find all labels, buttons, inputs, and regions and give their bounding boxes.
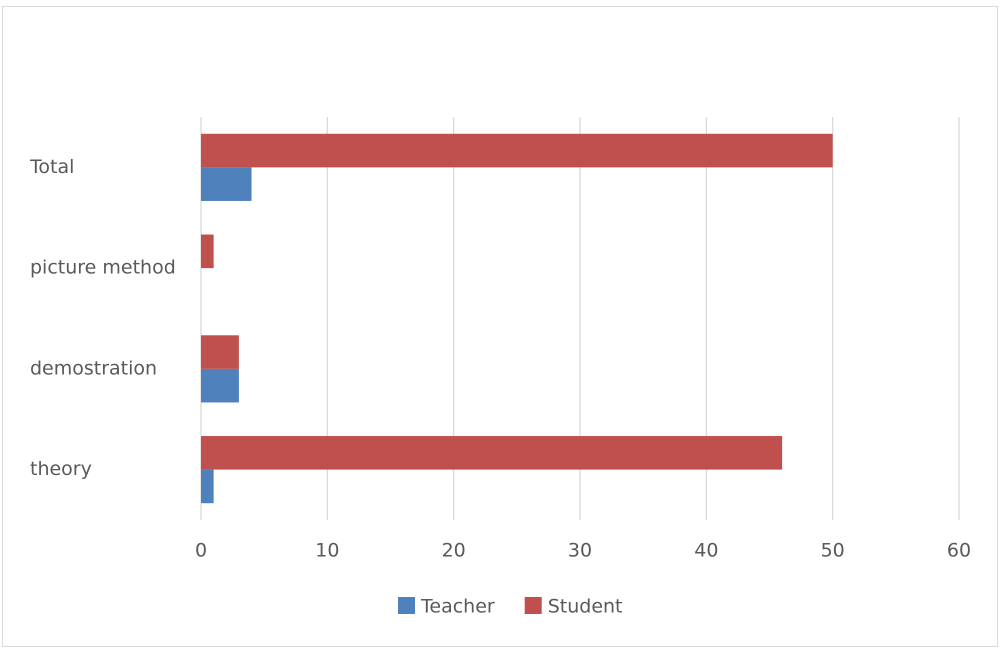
x-tick-label: 0 bbox=[195, 540, 207, 562]
bar bbox=[201, 234, 214, 269]
legend-label: Teacher bbox=[420, 596, 495, 618]
chart-frame bbox=[2, 6, 998, 647]
x-tick-label: 20 bbox=[442, 540, 466, 562]
bar bbox=[201, 133, 833, 168]
bar bbox=[201, 167, 252, 201]
bar bbox=[201, 469, 214, 504]
y-tick-label: theory bbox=[30, 458, 92, 480]
x-tick-label: 60 bbox=[947, 540, 971, 562]
y-tick-label: demostration bbox=[30, 357, 157, 379]
bar bbox=[201, 335, 239, 369]
y-tick-label: Total bbox=[29, 156, 74, 178]
bar bbox=[201, 368, 239, 403]
x-tick-label: 30 bbox=[568, 540, 592, 562]
legend-swatch bbox=[524, 597, 542, 614]
legend-label: Student bbox=[548, 596, 623, 618]
legend-swatch bbox=[398, 597, 415, 614]
x-tick-label: 50 bbox=[821, 540, 845, 562]
x-tick-label: 40 bbox=[694, 540, 718, 562]
y-tick-label: picture method bbox=[30, 257, 176, 279]
x-tick-label: 10 bbox=[315, 540, 339, 562]
bar bbox=[201, 436, 783, 470]
